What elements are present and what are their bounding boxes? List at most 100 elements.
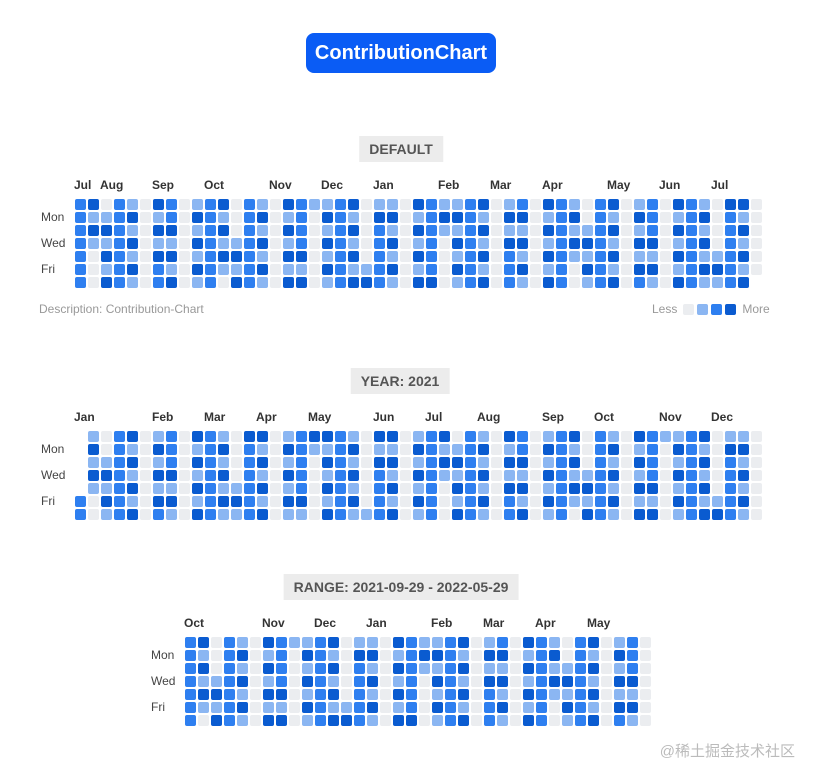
contribution-cell[interactable] <box>335 212 346 223</box>
contribution-cell[interactable] <box>660 199 671 210</box>
contribution-cell[interactable] <box>101 264 112 275</box>
contribution-cell[interactable] <box>127 225 138 236</box>
contribution-cell[interactable] <box>575 689 586 700</box>
contribution-cell[interactable] <box>686 496 697 507</box>
contribution-cell[interactable] <box>341 663 352 674</box>
contribution-cell[interactable] <box>101 457 112 468</box>
contribution-cell[interactable] <box>315 663 326 674</box>
contribution-cell[interactable] <box>699 277 710 288</box>
contribution-cell[interactable] <box>471 702 482 713</box>
contribution-cell[interactable] <box>263 715 274 726</box>
contribution-cell[interactable] <box>562 637 573 648</box>
contribution-cell[interactable] <box>276 676 287 687</box>
contribution-cell[interactable] <box>601 702 612 713</box>
contribution-cell[interactable] <box>88 238 99 249</box>
contribution-cell[interactable] <box>419 715 430 726</box>
contribution-cell[interactable] <box>231 457 242 468</box>
contribution-cell[interactable] <box>211 637 222 648</box>
contribution-cell[interactable] <box>413 483 424 494</box>
contribution-cell[interactable] <box>712 496 723 507</box>
contribution-cell[interactable] <box>75 496 86 507</box>
contribution-cell[interactable] <box>328 650 339 661</box>
contribution-cell[interactable] <box>354 650 365 661</box>
contribution-cell[interactable] <box>185 637 196 648</box>
contribution-cell[interactable] <box>75 264 86 275</box>
contribution-cell[interactable] <box>101 277 112 288</box>
contribution-cell[interactable] <box>393 715 404 726</box>
contribution-cell[interactable] <box>484 637 495 648</box>
contribution-cell[interactable] <box>595 277 606 288</box>
contribution-cell[interactable] <box>75 251 86 262</box>
contribution-cell[interactable] <box>686 225 697 236</box>
contribution-cell[interactable] <box>374 277 385 288</box>
contribution-cell[interactable] <box>263 650 274 661</box>
contribution-cell[interactable] <box>205 509 216 520</box>
contribution-cell[interactable] <box>211 663 222 674</box>
contribution-cell[interactable] <box>166 225 177 236</box>
contribution-cell[interactable] <box>374 457 385 468</box>
contribution-cell[interactable] <box>296 483 307 494</box>
contribution-cell[interactable] <box>166 212 177 223</box>
contribution-cell[interactable] <box>491 251 502 262</box>
contribution-cell[interactable] <box>296 457 307 468</box>
contribution-cell[interactable] <box>465 277 476 288</box>
contribution-cell[interactable] <box>575 650 586 661</box>
contribution-cell[interactable] <box>302 676 313 687</box>
contribution-cell[interactable] <box>673 225 684 236</box>
contribution-cell[interactable] <box>231 225 242 236</box>
contribution-cell[interactable] <box>309 431 320 442</box>
contribution-cell[interactable] <box>497 689 508 700</box>
contribution-cell[interactable] <box>510 676 521 687</box>
contribution-cell[interactable] <box>582 212 593 223</box>
contribution-cell[interactable] <box>276 650 287 661</box>
contribution-chart-title-button[interactable]: ContributionChart <box>306 33 496 73</box>
contribution-cell[interactable] <box>712 470 723 481</box>
contribution-cell[interactable] <box>244 212 255 223</box>
contribution-cell[interactable] <box>439 483 450 494</box>
contribution-cell[interactable] <box>627 676 638 687</box>
contribution-cell[interactable] <box>562 650 573 661</box>
contribution-cell[interactable] <box>569 225 580 236</box>
contribution-cell[interactable] <box>647 496 658 507</box>
contribution-cell[interactable] <box>419 676 430 687</box>
contribution-cell[interactable] <box>231 212 242 223</box>
contribution-cell[interactable] <box>140 509 151 520</box>
contribution-cell[interactable] <box>686 444 697 455</box>
contribution-cell[interactable] <box>127 199 138 210</box>
contribution-cell[interactable] <box>426 277 437 288</box>
contribution-cell[interactable] <box>309 277 320 288</box>
contribution-cell[interactable] <box>244 238 255 249</box>
contribution-cell[interactable] <box>413 457 424 468</box>
contribution-cell[interactable] <box>283 225 294 236</box>
contribution-cell[interactable] <box>315 715 326 726</box>
contribution-cell[interactable] <box>523 637 534 648</box>
contribution-cell[interactable] <box>114 496 125 507</box>
contribution-cell[interactable] <box>523 689 534 700</box>
contribution-cell[interactable] <box>549 676 560 687</box>
contribution-cell[interactable] <box>322 251 333 262</box>
contribution-cell[interactable] <box>523 715 534 726</box>
contribution-cell[interactable] <box>517 444 528 455</box>
contribution-cell[interactable] <box>400 496 411 507</box>
contribution-cell[interactable] <box>569 457 580 468</box>
contribution-cell[interactable] <box>634 264 645 275</box>
contribution-cell[interactable] <box>257 264 268 275</box>
contribution-cell[interactable] <box>354 663 365 674</box>
contribution-cell[interactable] <box>510 689 521 700</box>
contribution-cell[interactable] <box>699 199 710 210</box>
contribution-cell[interactable] <box>244 470 255 481</box>
contribution-cell[interactable] <box>608 470 619 481</box>
contribution-cell[interactable] <box>634 238 645 249</box>
contribution-cell[interactable] <box>439 496 450 507</box>
contribution-cell[interactable] <box>601 650 612 661</box>
contribution-cell[interactable] <box>309 496 320 507</box>
contribution-cell[interactable] <box>569 212 580 223</box>
contribution-cell[interactable] <box>374 470 385 481</box>
contribution-cell[interactable] <box>393 637 404 648</box>
contribution-cell[interactable] <box>198 650 209 661</box>
contribution-cell[interactable] <box>471 650 482 661</box>
contribution-cell[interactable] <box>725 225 736 236</box>
contribution-cell[interactable] <box>439 277 450 288</box>
contribution-cell[interactable] <box>185 650 196 661</box>
contribution-cell[interactable] <box>660 264 671 275</box>
